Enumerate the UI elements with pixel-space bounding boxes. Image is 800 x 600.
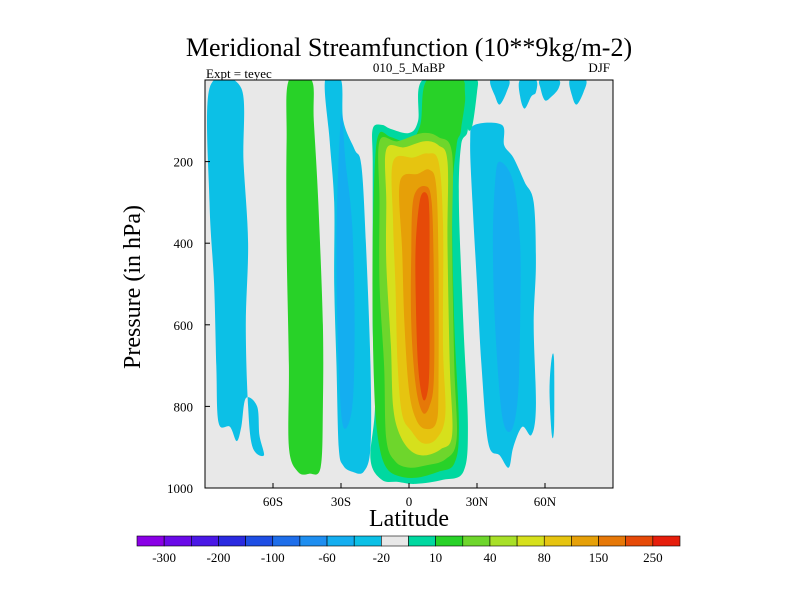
- y-tick-label: 400: [174, 236, 194, 251]
- y-tick-label: 200: [174, 155, 194, 170]
- x-tick-label: 0: [406, 494, 413, 509]
- colorbar-swatch: [272, 535, 301, 547]
- x-tick-label: 60S: [263, 494, 283, 509]
- colorbar-swatch: [435, 535, 464, 547]
- y-axis: 200 400 600 800 1000: [167, 155, 210, 496]
- y-tick-label: 800: [174, 399, 194, 414]
- colorbar-swatch: [571, 535, 599, 547]
- colorbar-swatch: [326, 535, 355, 547]
- x-tick-label: 30N: [466, 494, 489, 509]
- experiment-label: Expt = teyec: [206, 66, 272, 81]
- colorbar-swatch: [218, 535, 246, 547]
- colorbar-swatch: [408, 535, 436, 547]
- colorbar-swatch: [299, 535, 328, 547]
- colorbar-label: 150: [589, 550, 609, 565]
- y-tick-label: 600: [174, 318, 194, 333]
- x-tick-label: 60N: [534, 494, 557, 509]
- x-tick-label: 30S: [331, 494, 351, 509]
- colorbar-swatch: [652, 535, 681, 547]
- colorbar: -300 -200 -100 -60 -20 10 40 80 150 250: [136, 535, 681, 565]
- colorbar-swatch: [191, 535, 219, 547]
- colorbar-swatch: [381, 535, 409, 547]
- colorbar-label: -60: [318, 550, 335, 565]
- colorbar-label: -20: [373, 550, 390, 565]
- contour-north-polar-negative-b: [569, 80, 587, 105]
- colorbar-label: 10: [429, 550, 442, 565]
- colorbar-swatch: [625, 535, 654, 547]
- colorbar-swatch: [136, 535, 165, 547]
- contour-regions: [206, 80, 587, 484]
- colorbar-label: -100: [261, 550, 285, 565]
- x-axis-label: Latitude: [369, 506, 449, 532]
- colorbar-label: 40: [483, 550, 496, 565]
- contour-northern-tropopause-strip: [464, 80, 479, 131]
- y-tick-label: 1000: [167, 481, 193, 496]
- colorbar-swatch: [245, 535, 274, 547]
- season-label: DJF: [588, 60, 610, 75]
- contour-south-polar-negative: [206, 80, 265, 457]
- colorbar-swatch: [163, 535, 192, 547]
- colorbar-swatch: [543, 535, 572, 547]
- colorbar-swatch: [462, 535, 491, 547]
- y-axis-label: Pressure (in hPa): [120, 205, 146, 369]
- contour-north-surface-sliver: [549, 353, 555, 439]
- contour-northern-upper-negative: [490, 80, 510, 105]
- colorbar-swatch: [598, 535, 626, 547]
- contour-northern-mid-inner: [492, 161, 521, 432]
- contour-northern-upper-negative-2: [518, 80, 538, 109]
- contour-north-polar-negative-a: [538, 80, 561, 101]
- colorbar-swatch: [516, 535, 545, 547]
- colorbar-swatch: [353, 535, 382, 547]
- colorbar-swatch: [489, 535, 518, 547]
- colorbar-label: -300: [152, 550, 176, 565]
- contour-southern-ferrel-positive: [286, 80, 324, 475]
- period-label: 010_5_MaBP: [373, 60, 445, 75]
- chart-title: Meridional Streamfunction (10**9kg/m-2): [186, 33, 632, 62]
- colorbar-label: 250: [643, 550, 663, 565]
- contour-hadley-cell-core: [415, 192, 430, 401]
- colorbar-label: -200: [207, 550, 231, 565]
- x-axis: 60S 30S 0 30N 60N: [263, 483, 557, 509]
- colorbar-label: 80: [538, 550, 551, 565]
- contour-southern-mid-inner: [336, 113, 355, 429]
